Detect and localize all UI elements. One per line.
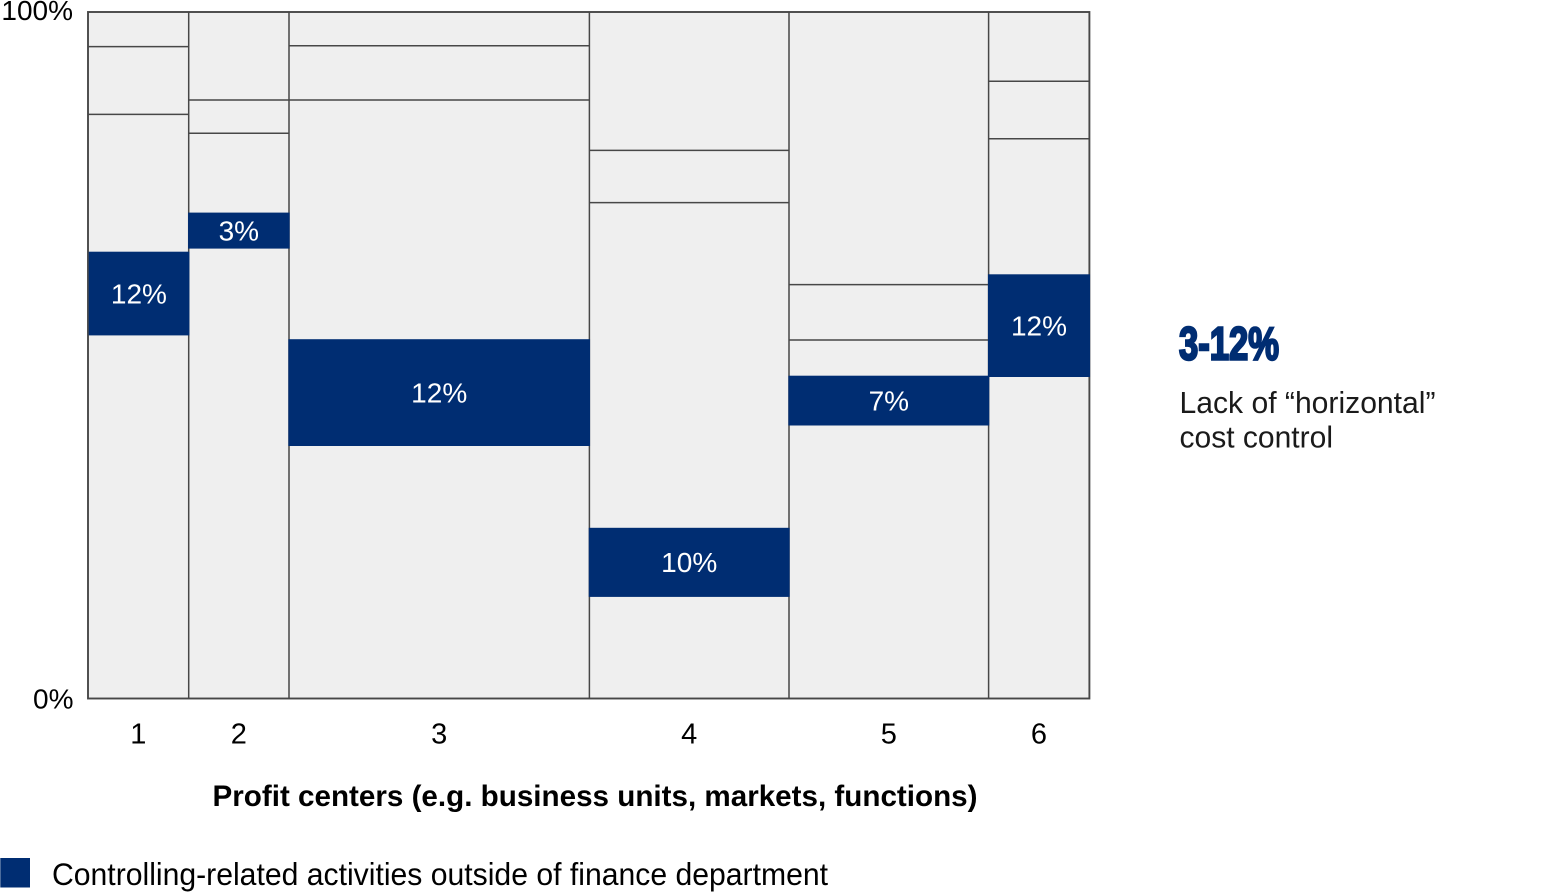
svg-text:Controlling-related activities: Controlling-related activities outside o… xyxy=(52,856,828,892)
svg-text:12%: 12% xyxy=(111,278,167,309)
svg-text:5: 5 xyxy=(881,719,897,751)
svg-text:6: 6 xyxy=(1031,719,1047,751)
svg-text:Lack of “horizontal”: Lack of “horizontal” xyxy=(1180,385,1436,420)
svg-text:12%: 12% xyxy=(1011,310,1067,341)
svg-text:1: 1 xyxy=(130,719,146,751)
svg-text:3: 3 xyxy=(431,719,447,751)
svg-text:2: 2 xyxy=(231,719,247,751)
svg-text:12%: 12% xyxy=(411,377,467,408)
svg-text:7%: 7% xyxy=(869,385,909,416)
svg-text:3%: 3% xyxy=(219,215,259,246)
svg-text:10%: 10% xyxy=(661,547,717,578)
svg-text:0%: 0% xyxy=(33,684,73,715)
svg-text:4: 4 xyxy=(681,719,697,751)
svg-text:Profit centers (e.g. business: Profit centers (e.g. business units, mar… xyxy=(213,780,978,813)
svg-text:cost control: cost control xyxy=(1180,420,1334,455)
svg-text:100%: 100% xyxy=(1,0,73,26)
svg-text:3-12%: 3-12% xyxy=(1179,318,1279,370)
